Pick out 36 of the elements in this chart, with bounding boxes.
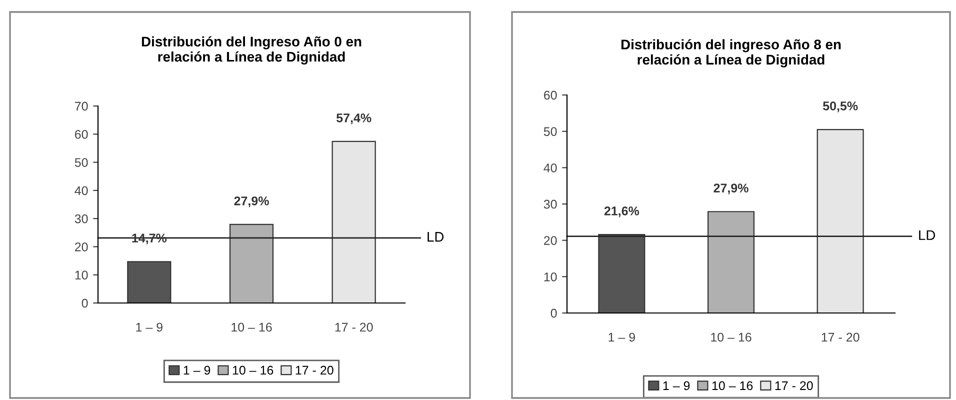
x-tick-label: 1 – 9 [608,332,635,342]
legend-label: 1 – 9 [184,366,210,375]
legend-label: 17 - 20 [296,366,334,375]
y-tick-label: 60 [544,90,557,100]
y-tick-label: 0 [82,298,88,308]
y-tick-label: 10 [544,272,557,282]
y-tick-label: 50 [74,158,88,167]
data-label: 50,5% [822,102,858,112]
legend-label: 10 – 16 [712,381,753,390]
legend-label: 17 - 20 [775,381,813,390]
x-tick-label: 17 - 20 [335,322,373,332]
y-tick-label: 60 [75,130,88,139]
data-label: 21,6% [604,206,640,218]
y-tick-label: 40 [74,186,88,196]
ref-line-label: LD [919,230,936,240]
data-label: 27,9% [234,196,269,208]
chart-title: Distribución del ingreso Año 8 en relación a Línea de Dignidad [621,39,841,68]
x-tick-label: 10 – 16 [711,332,752,342]
y-tick-label: 30 [544,200,557,209]
legend-label: 1 – 9 [663,381,690,390]
y-tick-label: 50 [544,127,557,136]
y-tick-label: 10 [75,270,88,280]
x-tick-label: 17 - 20 [822,332,860,342]
y-tick-label: 30 [74,214,88,224]
y-tick-label: 70 [75,102,88,111]
ref-line-label: LD [428,232,444,242]
y-tick-label: 20 [75,242,88,252]
y-tick-label: 0 [550,308,557,318]
y-tick-label: 20 [544,236,557,245]
x-tick-label: 1 – 9 [136,322,162,332]
data-label: 57,4% [336,114,372,124]
x-tick-label: 10 – 16 [232,322,272,332]
chart-title: Distribución del Ingreso Año 0 en relación a Línea de Dignidad [142,36,362,64]
legend-label: 10 – 16 [232,366,274,375]
data-label: 27,9% [714,184,748,194]
y-tick-label: 40 [544,163,557,172]
